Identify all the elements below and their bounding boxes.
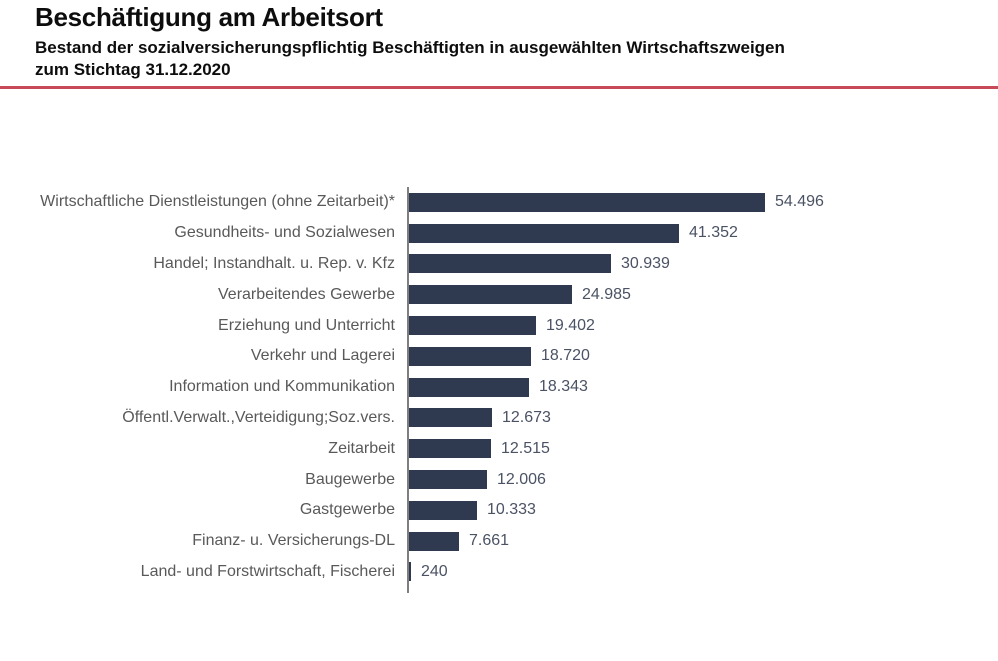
bar — [409, 346, 531, 366]
subtitle-line-1: Bestand der sozialversicherungspflichtig… — [35, 38, 785, 57]
bar — [409, 439, 491, 459]
plot-area: 24.985 — [407, 279, 998, 311]
bar — [409, 192, 765, 212]
value-label: 18.343 — [539, 378, 588, 396]
bar — [409, 223, 679, 243]
bar — [409, 285, 572, 305]
category-label: Finanz- u. Versicherungs-DL — [192, 532, 395, 550]
chart-row: Erziehung und Unterricht 19.402 — [0, 310, 998, 341]
plot-area: 7.661 — [407, 525, 998, 557]
category-label: Zeitarbeit — [328, 439, 395, 457]
chart-row: Baugewerbe 12.006 — [0, 464, 998, 495]
category-label: Öffentl.Verwalt.,Verteidigung;Soz.vers. — [122, 408, 395, 426]
chart-row: Information und Kommunikation 18.343 — [0, 371, 998, 403]
chart-subtitle: Bestand der sozialversicherungspflichtig… — [35, 37, 963, 81]
chart-row: Gastgewerbe 10.333 — [0, 494, 998, 526]
chart-row: Zeitarbeit 12.515 — [0, 433, 998, 465]
plot-area: 240 — [407, 556, 998, 588]
value-label: 30.939 — [621, 254, 670, 272]
category-label: Verkehr und Lagerei — [250, 347, 395, 365]
value-label: 12.673 — [502, 408, 551, 426]
plot-area: 19.402 — [407, 310, 998, 341]
accent-divider-line — [0, 86, 998, 89]
bar — [409, 470, 487, 490]
plot-area: 12.006 — [407, 464, 998, 495]
category-label: Erziehung und Unterricht — [218, 316, 395, 334]
chart-row: Finanz- u. Versicherungs-DL 7.661 — [0, 525, 998, 557]
category-label: Wirtschaftliche Dienstleistungen (ohne Z… — [40, 193, 395, 211]
value-label: 12.006 — [497, 470, 546, 488]
plot-area: 54.496 — [407, 187, 998, 218]
value-label: 19.402 — [546, 316, 595, 334]
category-label: Information und Kommunikation — [169, 378, 395, 396]
category-label: Verarbeitendes Gewerbe — [218, 285, 395, 303]
value-label: 24.985 — [582, 285, 631, 303]
y-axis-line — [407, 587, 409, 594]
chart-row: Land- und Forstwirtschaft, Fischerei 240 — [0, 556, 998, 588]
value-label: 10.333 — [487, 501, 536, 519]
category-label: Handel; Instandhalt. u. Rep. v. Kfz — [153, 254, 395, 272]
bar — [409, 408, 492, 428]
value-label: 12.515 — [501, 439, 550, 457]
category-label: Baugewerbe — [305, 470, 395, 488]
bar — [409, 500, 477, 520]
plot-area: 12.673 — [407, 402, 998, 434]
plot-area: 12.515 — [407, 433, 998, 465]
plot-area: 41.352 — [407, 217, 998, 249]
chart-row: Verarbeitendes Gewerbe 24.985 — [0, 279, 998, 311]
bar — [409, 254, 611, 274]
bar — [409, 377, 529, 397]
chart-header: Beschäftigung am Arbeitsort Bestand der … — [0, 0, 998, 81]
plot-area: 18.720 — [407, 340, 998, 372]
value-label: 240 — [421, 562, 448, 580]
plot-area: 30.939 — [407, 248, 998, 280]
chart-row: Handel; Instandhalt. u. Rep. v. Kfz 30.93… — [0, 248, 998, 280]
page-title: Beschäftigung am Arbeitsort — [35, 2, 383, 32]
bar — [409, 531, 459, 551]
category-label: Gesundheits- und Sozialwesen — [174, 224, 395, 242]
value-label: 54.496 — [775, 193, 824, 211]
bar — [409, 562, 411, 582]
chart-row: Wirtschaftliche Dienstleistungen (ohne Z… — [0, 187, 998, 218]
bar — [409, 316, 536, 336]
chart-row: Verkehr und Lagerei 18.720 — [0, 340, 998, 372]
category-label: Gastgewerbe — [299, 501, 395, 519]
value-label: 7.661 — [469, 532, 510, 550]
chart-row: Gesundheits- und Sozialwesen 41.352 — [0, 217, 998, 249]
bar-chart: Wirtschaftliche Dienstleistungen (ohne Z… — [0, 187, 998, 594]
plot-area: 10.333 — [407, 494, 998, 526]
value-label: 18.720 — [541, 347, 590, 365]
subtitle-line-2: zum Stichtag 31.12.2020 — [35, 60, 231, 79]
plot-area: 18.343 — [407, 371, 998, 403]
category-label: Land- und Forstwirtschaft, Fischerei — [140, 562, 395, 580]
chart-row: Öffentl.Verwalt.,Verteidigung;Soz.vers. 1… — [0, 402, 998, 434]
value-label: 41.352 — [689, 224, 738, 242]
